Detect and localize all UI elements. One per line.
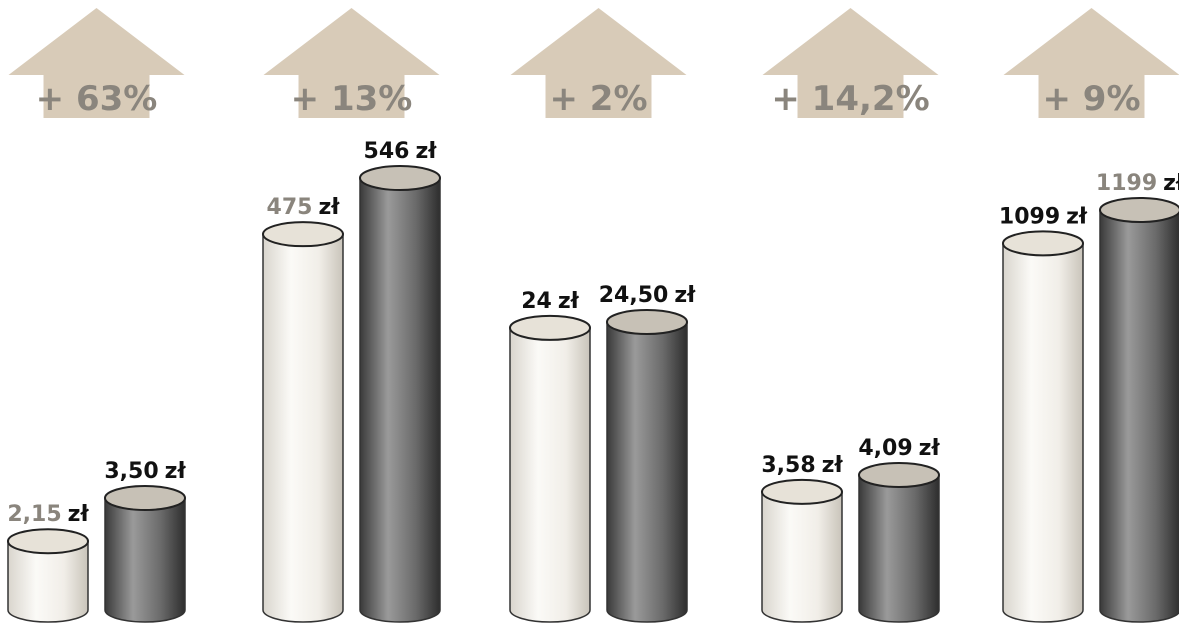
bar-new-price-body xyxy=(104,497,186,623)
value-number: 3,58 xyxy=(761,453,815,478)
bar-old-price-top xyxy=(262,221,344,248)
value-label: 475 zł xyxy=(267,195,341,220)
currency-unit: zł xyxy=(674,283,696,308)
percent-change-label: + 2% xyxy=(549,79,647,119)
bar-old-price-top xyxy=(7,528,89,555)
currency-unit: zł xyxy=(68,502,90,527)
value-label: 1099 zł xyxy=(999,204,1088,229)
bar-new-price-body xyxy=(606,321,688,623)
bar-old-price-top xyxy=(1002,230,1084,257)
bar-new-price-top xyxy=(858,462,940,488)
bar-new-price xyxy=(1099,197,1179,623)
arrow-shape xyxy=(8,8,185,118)
currency-unit: zł xyxy=(919,436,941,461)
value-label: 3,58 zł xyxy=(761,453,843,478)
value-label: 4,09 zł xyxy=(858,436,940,461)
bar-new-price-top xyxy=(104,485,186,511)
currency-unit: zł xyxy=(165,459,187,484)
value-label: 2,15 zł xyxy=(7,502,89,527)
bar-old-price-body xyxy=(7,540,89,623)
bar-new-price-top xyxy=(359,165,441,191)
percent-change-label: + 63% xyxy=(36,79,158,119)
bar-old-price-body xyxy=(262,233,344,623)
arrow-shape xyxy=(762,8,939,118)
value-number: 475 xyxy=(267,195,313,220)
bar-new-price-body xyxy=(858,474,940,623)
up-arrow-icon: + 63% xyxy=(8,8,185,119)
arrow-shape xyxy=(1003,8,1179,118)
bar-old-price-body xyxy=(1002,242,1084,623)
bar-old-price-top xyxy=(509,314,591,341)
percent-change-label: + 13% xyxy=(291,79,413,119)
currency-unit: zł xyxy=(318,195,340,220)
value-label: 24,50 zł xyxy=(599,283,696,308)
currency-unit: zł xyxy=(822,453,844,478)
currency-unit: zł xyxy=(415,139,437,164)
value-number: 3,50 xyxy=(104,459,158,484)
value-label: 546 zł xyxy=(364,139,438,164)
bar-old-price xyxy=(509,314,591,623)
bar-old-price-body xyxy=(509,327,591,623)
arrow-shape xyxy=(263,8,440,118)
up-arrow-icon: + 9% xyxy=(1003,8,1179,119)
value-number: 546 xyxy=(364,139,410,164)
percent-change-label: + 9% xyxy=(1042,79,1140,119)
bar-new-price-body xyxy=(359,177,441,623)
bar-new-price-top xyxy=(606,309,688,335)
bar-old-price xyxy=(1002,230,1084,623)
bars xyxy=(7,165,1179,623)
up-arrow-icon: + 13% xyxy=(263,8,440,119)
value-label: 3,50 zł xyxy=(104,459,186,484)
bar-new-price xyxy=(104,485,186,623)
bar-new-price-body xyxy=(1099,209,1179,623)
up-arrow-icon: + 14,2% xyxy=(762,8,939,119)
arrow-shape xyxy=(510,8,687,118)
bar-new-price-top xyxy=(1099,197,1179,223)
value-number: 1199 xyxy=(1096,171,1157,196)
currency-unit: zł xyxy=(1163,171,1179,196)
bar-old-price xyxy=(262,221,344,623)
bar-old-price xyxy=(761,478,843,623)
bar-old-price-body xyxy=(761,491,843,623)
value-number: 24,50 xyxy=(599,283,669,308)
change-arrows: + 63% + 13% + 2% + 14,2% + 9% xyxy=(8,8,1179,119)
up-arrow-icon: + 2% xyxy=(510,8,687,119)
currency-unit: zł xyxy=(558,289,580,314)
value-number: 2,15 xyxy=(7,502,61,527)
bar-old-price-top xyxy=(761,478,843,505)
value-number: 4,09 xyxy=(858,436,912,461)
bar-old-price xyxy=(7,528,89,623)
percent-change-label: + 14,2% xyxy=(771,79,929,119)
currency-unit: zł xyxy=(1066,204,1088,229)
value-number: 24 xyxy=(521,289,552,314)
bar-new-price xyxy=(858,462,940,623)
value-label: 24 zł xyxy=(521,289,579,314)
bar-new-price xyxy=(359,165,441,623)
value-number: 1099 xyxy=(999,204,1060,229)
value-label: 1199zł xyxy=(1096,171,1179,196)
bar-new-price xyxy=(606,309,688,623)
